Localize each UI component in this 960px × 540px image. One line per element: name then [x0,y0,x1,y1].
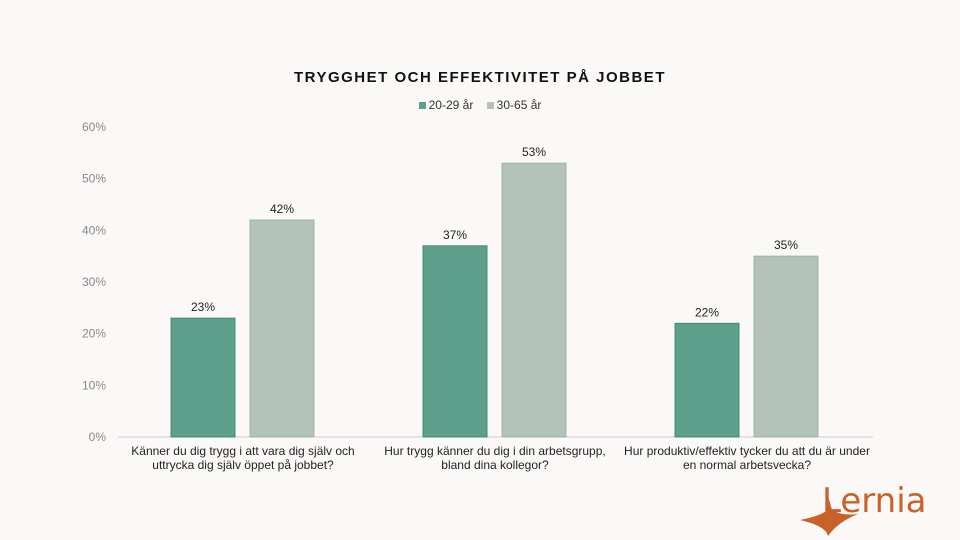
legend-label: 20-29 år [428,98,474,112]
legend-item-20-29: 20-29 år [418,98,474,112]
y-tick-label: 0% [89,430,107,444]
y-tick-label: 40% [82,223,106,237]
bar [422,245,488,438]
svg-text:Lernia: Lernia [822,481,926,521]
bar [674,322,740,438]
y-tick-label: 30% [82,275,106,289]
legend: 20-29 år 30-65 år [0,98,960,112]
bar [170,317,236,438]
category-label: Hur produktiv/effektiv tycker du att du … [624,444,870,472]
data-label: 23% [191,300,215,314]
legend-item-30-65: 30-65 år [486,98,542,112]
y-tick-label: 10% [82,378,106,392]
legend-swatch [486,102,494,109]
lernia-logo: Lernia [800,481,926,536]
data-label: 42% [270,202,294,216]
category-label: Hur trygg känner du dig i din arbetsgrup… [384,444,606,472]
data-label: 22% [695,305,719,319]
bar [753,255,819,438]
data-label: 35% [774,238,798,252]
bar [249,219,315,438]
data-label: 53% [522,145,546,159]
legend-swatch [418,102,426,109]
data-label: 37% [443,228,467,242]
y-tick-label: 60% [82,120,106,134]
legend-label: 30-65 år [496,98,542,112]
chart-title: TRYGGHET OCH EFFEKTIVITET PÅ JOBBET [294,69,666,86]
y-tick-label: 50% [82,172,106,186]
y-tick-label: 20% [82,327,106,341]
category-label: Känner du dig trygg i att vara dig själv… [131,444,355,472]
bar [501,162,567,438]
